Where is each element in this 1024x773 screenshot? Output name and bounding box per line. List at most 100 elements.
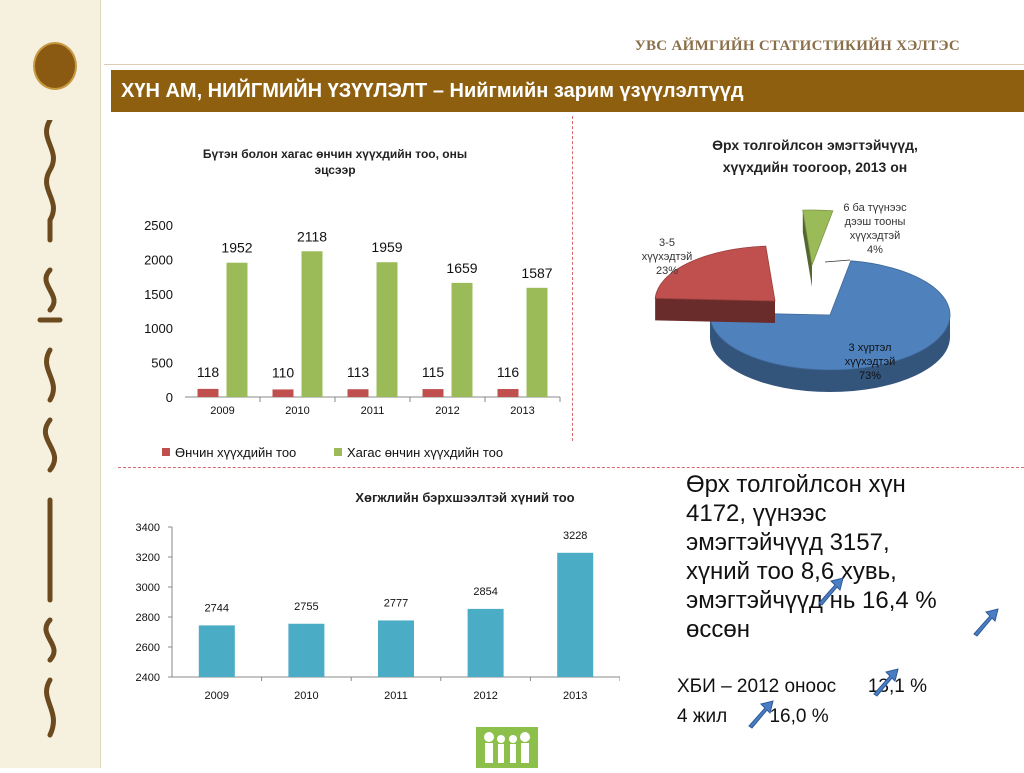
data-label: 1659: [446, 260, 477, 276]
pie-label-line: хүүхэдтэй: [641, 251, 693, 263]
disability-bar-chart: 2400 2600 2800 3000 3200 3400 2744 2009 2755 2010…: [136, 522, 620, 702]
vertical-divider: [572, 116, 573, 441]
y-tick-label: 2500: [144, 218, 173, 233]
y-tick-label: 3400: [136, 522, 160, 534]
pie-slice: [709, 260, 951, 371]
bar-orphan: [197, 388, 219, 397]
bar-half-orphan: [451, 282, 473, 397]
legend-label: Хагас өнчин хүүхдийн тоо: [347, 445, 503, 460]
pie-label-line: хүүхэдтэй: [844, 356, 896, 368]
x-tick-label: 2010: [285, 405, 309, 417]
bar-half-orphan: [226, 262, 248, 397]
bar-disabled-persons: [288, 623, 325, 677]
pie-chart-title-line: хүүхдийн тоогоор, 2013 он: [722, 159, 908, 175]
y-tick-label: 1500: [144, 287, 173, 302]
bar-orphan: [422, 389, 444, 397]
stats-line: өссөн: [686, 616, 750, 643]
pie-label-line: 6 ба түүнээс: [843, 202, 907, 214]
data-label: 1959: [371, 239, 402, 255]
up-arrow-icon: [873, 668, 899, 697]
bar-half-orphan: [376, 262, 398, 397]
bar-disabled-persons: [378, 620, 414, 677]
bar-orphan: [272, 389, 294, 397]
pie-label-6-plus-children: 6 ба түүнээс дээш тооны хүүхэдтэй 4%: [820, 201, 930, 257]
data-label: 113: [347, 364, 370, 380]
pie-slice: [802, 209, 834, 267]
pie-chart-title: Өрх толгойлсон эмэгтэйчүүд, хүүхдийн тоо…: [655, 134, 975, 178]
data-label: 2744: [205, 602, 229, 614]
x-tick-label: 2012: [435, 405, 459, 417]
legend-label: Өнчин хүүхдийн тоо: [175, 445, 296, 460]
page-title-banner: ХҮН АМ, НИЙГМИЙН ҮЗҮҮЛЭЛТ – Нийгмийн зар…: [111, 70, 1024, 112]
bar-half-orphan: [526, 287, 548, 397]
household-pie-chart: [654, 209, 951, 392]
pie-label-line: 3-5: [659, 237, 675, 249]
pie-chart-title-line: Өрх толгойлсон эмэгтэйчүүд,: [712, 137, 918, 153]
people-icon: [476, 727, 538, 768]
pie-label-3-5-children: 3-5 хүүхэдтэй 23%: [617, 236, 717, 278]
pie-slice: [654, 245, 776, 302]
vertical-script-decoration: [37, 120, 63, 738]
x-tick-label: 2013: [510, 405, 534, 417]
y-tick-label: 3200: [136, 552, 160, 564]
y-tick-label: 2600: [136, 642, 160, 654]
header-rule: [104, 64, 1024, 65]
pie-slice-edge: [655, 298, 775, 323]
orphan-chart-title-line: эцсээр: [314, 163, 356, 177]
bar-orphan: [347, 389, 369, 397]
data-label: 2854: [473, 586, 497, 598]
legend-swatch: [162, 448, 170, 456]
pie-label-line: 3 хүртэл: [848, 342, 892, 354]
data-label: 3228: [563, 530, 587, 542]
y-tick-label: 2000: [144, 252, 173, 267]
data-label: 110: [272, 364, 295, 380]
x-tick-label: 2012: [473, 690, 497, 702]
data-label: 2755: [294, 601, 318, 613]
stats-line: эмэгтэйчүүд нь 16,4 %: [686, 587, 937, 614]
pie-slice-side: [710, 315, 950, 392]
data-label: 2118: [297, 228, 327, 244]
bar-disabled-persons: [557, 552, 594, 677]
x-tick-label: 2009: [205, 690, 229, 702]
stats-line: 4172, үүнээс: [686, 500, 827, 527]
disability-chart-title: Хөгжлийн бэрхшээлтэй хүний тоо: [355, 490, 575, 505]
orphan-chart-title: Бүтэн болон хагас өнчин хүүхдийн тоо, он…: [140, 146, 530, 178]
legend-swatch: [334, 448, 342, 456]
up-arrow-icon: [748, 700, 774, 729]
y-tick-label: 0: [166, 390, 173, 405]
bar-disabled-persons: [198, 625, 235, 677]
household-head-stats: Өрх толгойлсон хүн 4172, үүнээс эмэгтэйч…: [686, 470, 1016, 644]
x-tick-label: 2009: [210, 405, 234, 417]
pie-label-under-3-children: 3 хүртэл хүүхэдтэй 73%: [815, 341, 925, 383]
horizontal-divider: [118, 467, 1024, 468]
orphan-chart-title-line: Бүтэн болон хагас өнчин хүүхдийн тоо, он…: [202, 147, 468, 161]
pie-label-line: 73%: [858, 370, 882, 382]
x-tick-label: 2011: [384, 690, 408, 702]
data-label: 115: [422, 364, 445, 380]
y-tick-label: 3000: [136, 582, 160, 594]
pie-label-line: 4%: [867, 244, 883, 256]
up-arrow-icon: [973, 608, 999, 637]
pie-slice-edge: [802, 210, 812, 287]
pie-label-line: дээш тооны: [844, 216, 906, 228]
data-label: 2777: [384, 597, 408, 609]
y-tick-label: 2400: [136, 672, 160, 684]
stats-line: Өрх толгойлсон хүн: [686, 471, 906, 498]
statistics-emblem-logo: [33, 42, 77, 90]
y-tick-label: 2800: [136, 612, 160, 624]
pie-label-line: 23%: [655, 265, 679, 277]
x-tick-label: 2011: [361, 405, 385, 417]
data-label: 116: [497, 364, 520, 380]
y-tick-label: 500: [151, 356, 173, 371]
left-sidebar: [0, 0, 101, 768]
agency-name: УВС АЙМГИЙН СТАТИСТИКИЙН ХЭЛТЭС: [634, 38, 960, 54]
x-tick-label: 2013: [563, 690, 587, 702]
orphan-bar-chart: 0 500 1000 1500 2000 2500 2009 118 1952 2010 110 21…: [144, 218, 561, 460]
bar-half-orphan: [301, 251, 323, 397]
data-label: 1587: [521, 265, 552, 281]
disability-4year-line: 4 жил 16,0 %: [677, 706, 829, 727]
stats-line: эмэгтэйчүүд 3157,: [686, 529, 890, 556]
data-label: 1952: [221, 240, 252, 256]
stats-line: хүний тоо 8,6 хувь,: [686, 558, 897, 585]
disability-growth-line: ХБИ – 2012 оноос 13,1 %: [677, 676, 927, 697]
